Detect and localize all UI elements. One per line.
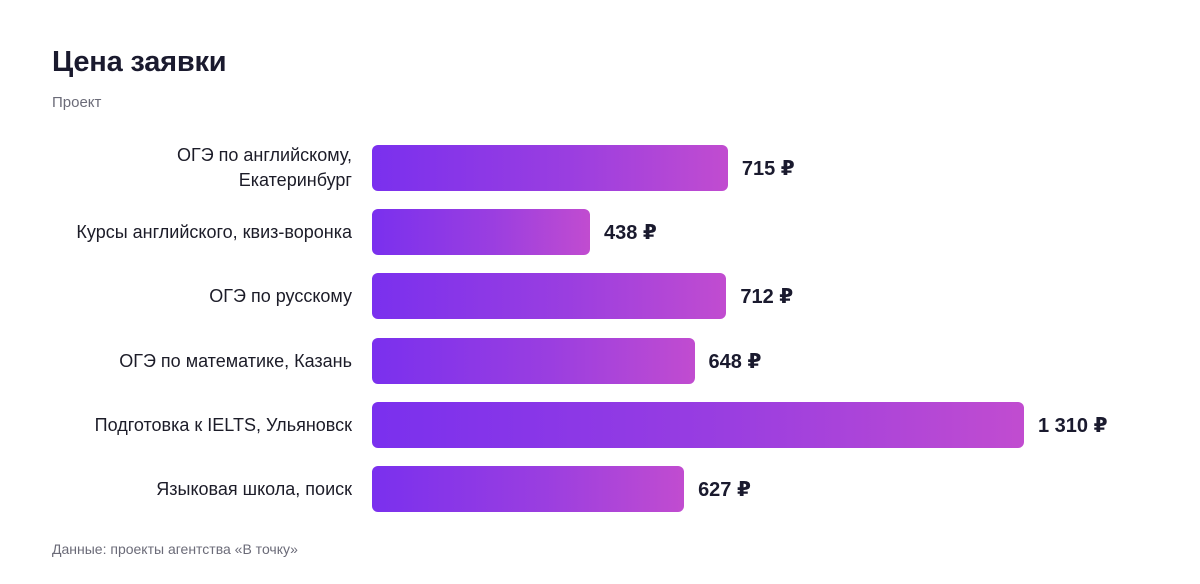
bar-row: Курсы английского, квиз-воронка 438 ₽: [0, 209, 1200, 255]
value-label: 627 ₽: [698, 478, 751, 501]
bar: [372, 273, 727, 319]
bar-row: Подготовка к IELTS, Ульяновск 1 310 ₽: [0, 402, 1200, 448]
bar: [372, 209, 590, 255]
category-label: Подготовка к IELTS, Ульяновск: [94, 414, 352, 435]
bar-row: ОГЭ по математике, Казань 648 ₽: [0, 338, 1200, 384]
bar-row: Языковая школа, поиск 627 ₽: [0, 466, 1200, 512]
category-label: Курсы английского, квиз-воронка: [76, 221, 352, 242]
value-label: 715 ₽: [741, 157, 795, 180]
bar: [372, 338, 695, 384]
category-label: Языковая школа, поиск: [156, 478, 352, 499]
chart-footnote: Данные: проекты агентства «В точку»: [52, 541, 298, 557]
value-label: 438 ₽: [603, 221, 657, 244]
value-label: 1 310 ₽: [1038, 414, 1108, 437]
chart-subtitle: Проект: [52, 94, 102, 111]
bar: [372, 145, 728, 191]
bar: [372, 402, 1024, 448]
bar-row: ОГЭ по русскому 712 ₽: [0, 273, 1200, 319]
category-label: ОГЭ по русскому: [209, 285, 352, 306]
category-label: ОГЭ по английскому, Екатеринбург: [176, 145, 352, 190]
chart-title: Цена заявки: [52, 46, 227, 78]
value-label: 648 ₽: [708, 350, 762, 373]
bar-row: ОГЭ по английскому, Екатеринбург 715 ₽: [0, 145, 1200, 191]
value-label: 712 ₽: [740, 285, 794, 308]
bar: [372, 466, 685, 512]
category-label: ОГЭ по математике, Казань: [119, 350, 352, 371]
